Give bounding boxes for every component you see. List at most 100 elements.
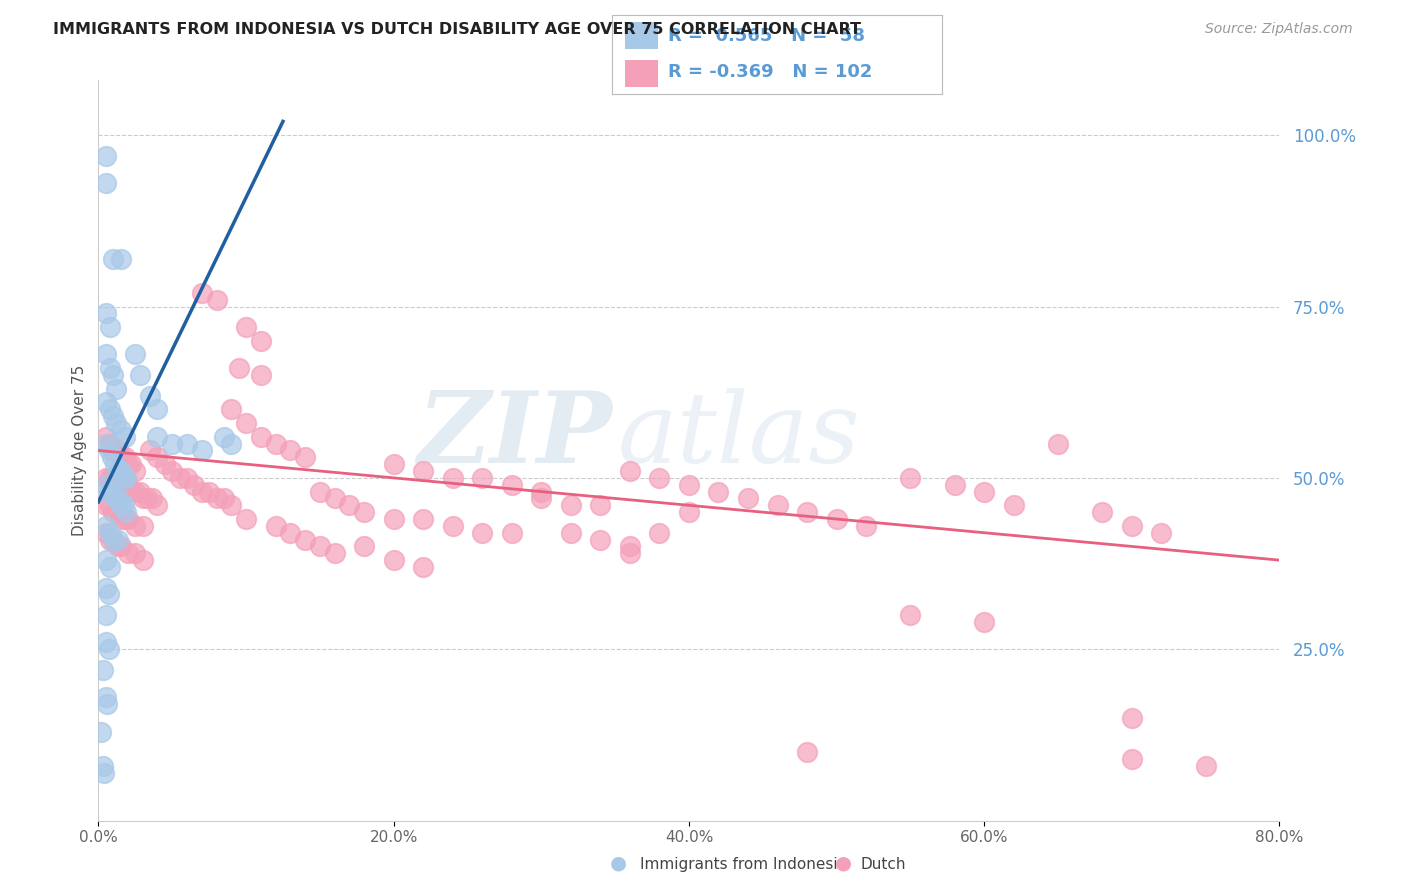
Point [441, 471, 464, 485]
Point [115, 505, 138, 519]
Text: ZIP: ZIP [418, 387, 612, 483]
Point [412, 560, 434, 574]
Point [90, 724, 112, 739]
Point [900, 607, 922, 622]
Text: ●: ● [610, 854, 627, 872]
Point [139, 443, 162, 458]
Point [114, 512, 136, 526]
Point [94, 176, 117, 190]
Point [124, 484, 146, 499]
Point [323, 491, 346, 506]
Text: Source: ZipAtlas.com: Source: ZipAtlas.com [1205, 22, 1353, 37]
Point [530, 484, 553, 499]
Point [353, 505, 375, 519]
Point [94, 607, 117, 622]
Point [103, 409, 125, 424]
Point [110, 512, 132, 526]
Point [1091, 505, 1114, 519]
Point [162, 436, 183, 450]
Point [619, 464, 641, 478]
Point [412, 464, 434, 478]
Point [221, 498, 243, 512]
Point [107, 491, 129, 506]
Point [382, 553, 405, 567]
Point [1121, 519, 1143, 533]
Text: IMMIGRANTS FROM INDONESIA VS DUTCH DISABILITY AGE OVER 75 CORRELATION CHART: IMMIGRANTS FROM INDONESIA VS DUTCH DISAB… [53, 22, 862, 37]
Point [141, 491, 163, 506]
Text: Immigrants from Indonesia: Immigrants from Indonesia [640, 857, 846, 872]
Point [235, 512, 257, 526]
Point [146, 498, 169, 512]
Point [94, 347, 117, 361]
Point [280, 525, 302, 540]
Point [198, 484, 221, 499]
Point [104, 457, 127, 471]
Point [97, 484, 120, 499]
Point [501, 525, 523, 540]
Point [191, 484, 214, 499]
Point [136, 491, 159, 506]
Point [98, 436, 121, 450]
Text: atlas: atlas [619, 388, 860, 483]
Point [103, 368, 125, 382]
Point [94, 306, 117, 320]
Point [212, 491, 235, 506]
Point [98, 320, 121, 334]
Point [205, 293, 228, 307]
Point [107, 464, 129, 478]
Point [94, 581, 117, 595]
Point [107, 533, 129, 547]
Point [94, 498, 117, 512]
Text: Dutch: Dutch [860, 857, 905, 872]
Text: R = -0.369   N = 102: R = -0.369 N = 102 [668, 63, 872, 81]
Point [162, 464, 183, 478]
Point [117, 477, 139, 491]
Point [110, 450, 132, 465]
Point [91, 663, 114, 677]
Point [112, 471, 135, 485]
Point [855, 519, 877, 533]
Point [114, 430, 136, 444]
Point [235, 416, 257, 430]
Point [619, 546, 641, 560]
Point [309, 540, 332, 554]
Point [103, 471, 125, 485]
Point [323, 546, 346, 560]
Point [1121, 711, 1143, 725]
Point [212, 430, 235, 444]
Point [120, 484, 142, 499]
Point [221, 436, 243, 450]
Point [103, 443, 125, 458]
Point [97, 443, 120, 458]
Point [250, 430, 273, 444]
Bar [624, 22, 658, 49]
Point [110, 477, 132, 491]
Point [98, 498, 121, 512]
Y-axis label: Disability Age Over 75: Disability Age Over 75 [72, 365, 87, 536]
Point [105, 416, 128, 430]
Point [94, 553, 117, 567]
Point [589, 498, 612, 512]
Point [104, 491, 127, 506]
Bar [624, 60, 658, 87]
Point [530, 491, 553, 506]
Point [120, 457, 142, 471]
Point [589, 533, 612, 547]
Point [94, 471, 117, 485]
Point [128, 368, 150, 382]
Point [900, 471, 922, 485]
Point [124, 347, 146, 361]
Point [973, 484, 995, 499]
Point [132, 519, 155, 533]
Point [110, 252, 132, 266]
Point [94, 635, 117, 649]
Point [132, 553, 155, 567]
Point [103, 252, 125, 266]
Point [105, 382, 128, 396]
Point [98, 560, 121, 574]
Point [1150, 525, 1173, 540]
Point [294, 533, 316, 547]
Point [1046, 436, 1070, 450]
Text: ●: ● [835, 854, 852, 872]
Point [94, 395, 117, 409]
